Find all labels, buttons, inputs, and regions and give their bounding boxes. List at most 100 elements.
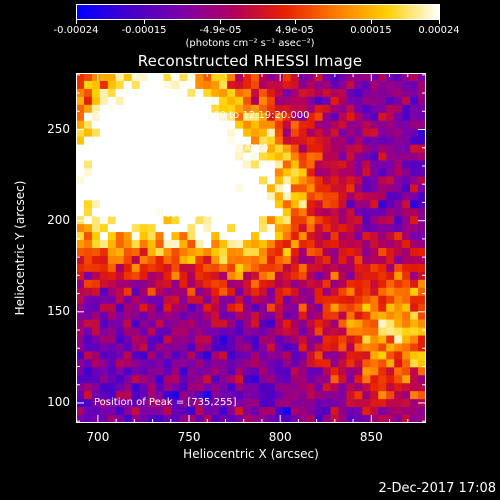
heatmap-cell [227, 375, 236, 384]
heatmap-cell [378, 263, 387, 273]
heatmap-cell [83, 295, 93, 305]
heatmap-cell [402, 112, 411, 122]
heatmap-cell [402, 383, 411, 392]
heatmap-cell [362, 359, 371, 368]
heatmap-cell [290, 295, 300, 305]
heatmap-cell [290, 399, 300, 408]
heatmap-cell [410, 232, 419, 241]
heatmap-cell [179, 375, 188, 384]
heatmap-cell [139, 168, 148, 177]
heatmap-cell [290, 96, 300, 106]
heatmap-cell [203, 375, 212, 384]
heatmap-cell [227, 184, 236, 193]
heatmap-cell [338, 200, 347, 209]
heatmap-cell [99, 120, 109, 130]
heatmap-cell [274, 407, 284, 416]
heatmap-cell [338, 391, 347, 400]
heatmap-cell [370, 216, 379, 225]
heatmap-cell [219, 359, 228, 368]
heatmap-cell [354, 200, 363, 209]
heatmap-cell [179, 80, 188, 90]
heatmap-cell [378, 232, 387, 241]
heatmap-cell [115, 80, 125, 90]
heatmap-cell [410, 311, 419, 320]
heatmap-cell [354, 367, 363, 376]
heatmap-cell [147, 152, 156, 161]
heatmap-cell [306, 152, 316, 161]
heatmap-cell [386, 80, 395, 90]
heatmap-cell [99, 184, 109, 193]
heatmap-cell [195, 279, 204, 289]
heatmap-cell [147, 192, 156, 201]
heatmap-cell [99, 168, 109, 177]
heatmap-cell [370, 295, 379, 305]
heatmap-cell [322, 367, 331, 376]
heatmap-cell [290, 335, 300, 344]
heatmap-cell [306, 271, 316, 281]
heatmap-cell [195, 415, 204, 423]
heatmap-cell [322, 120, 331, 130]
heatmap-cell [266, 224, 276, 233]
colorbar-units: (photons cm⁻² s⁻¹ asec⁻²) [185, 38, 315, 49]
heatmap-cell [147, 184, 156, 193]
heatmap-cell [99, 160, 109, 169]
heatmap-cell [76, 136, 85, 145]
heatmap-cell [346, 168, 355, 177]
heatmap-cell [195, 73, 204, 82]
heatmap-cell [251, 80, 260, 90]
heatmap-cell [378, 73, 387, 82]
heatmap-cell [123, 120, 133, 130]
heatmap-cell [282, 367, 292, 376]
heatmap-cell [227, 399, 236, 408]
heatmap-cell [370, 120, 379, 130]
heatmap-cell [378, 279, 387, 289]
heatmap-cell [243, 96, 252, 106]
heatmap-cell [107, 80, 117, 90]
heatmap-cell [99, 271, 109, 281]
heatmap-cell [402, 407, 411, 416]
heatmap-cell [195, 287, 204, 297]
heatmap-cell [76, 391, 85, 400]
heatmap-cell [76, 168, 85, 177]
heatmap-cell [195, 232, 204, 241]
heatmap-cell [418, 391, 426, 400]
colorbar-tick-label: 0.00024 [418, 25, 460, 36]
heatmap-cell [163, 311, 172, 320]
heatmap-cell [131, 200, 141, 209]
heatmap-cell [243, 176, 252, 185]
heatmap-cell [258, 359, 268, 368]
heatmap-cell [187, 224, 196, 233]
heatmap-cell [354, 160, 363, 169]
heatmap-cell [171, 303, 180, 313]
heatmap-cell [282, 271, 292, 281]
heatmap-cell [338, 407, 347, 416]
heatmap-cell [354, 407, 363, 416]
heatmap-cell [274, 248, 284, 257]
heatmap-cell [314, 88, 323, 98]
heatmap-cell [123, 208, 133, 217]
heatmap-cell [243, 287, 252, 297]
heatmap-cell [290, 128, 300, 138]
heatmap-cell [243, 152, 252, 161]
heatmap-cell [258, 200, 268, 209]
heatmap-cell [298, 303, 308, 313]
heatmap-cell [346, 136, 355, 145]
heatmap-cell [195, 80, 204, 90]
heatmap-cell [211, 192, 220, 201]
colorbar-tick-label: -0.00015 [121, 25, 167, 36]
heatmap-cell [76, 112, 85, 122]
heatmap-cell [99, 383, 109, 392]
heatmap-cell [83, 399, 93, 408]
heatmap-cell [251, 263, 260, 273]
heatmap-cell [203, 255, 212, 265]
heatmap-cell [203, 399, 212, 408]
heatmap-cell [235, 351, 244, 360]
heatmap-cell [99, 200, 109, 209]
heatmap-cell [147, 160, 156, 169]
heatmap-cell [163, 200, 172, 209]
heatmap-cell [282, 351, 292, 360]
heatmap-cell [203, 128, 212, 138]
heatmap-cell [187, 367, 196, 376]
heatmap-cell [306, 375, 316, 384]
x-tick-label: 700 [86, 430, 110, 444]
